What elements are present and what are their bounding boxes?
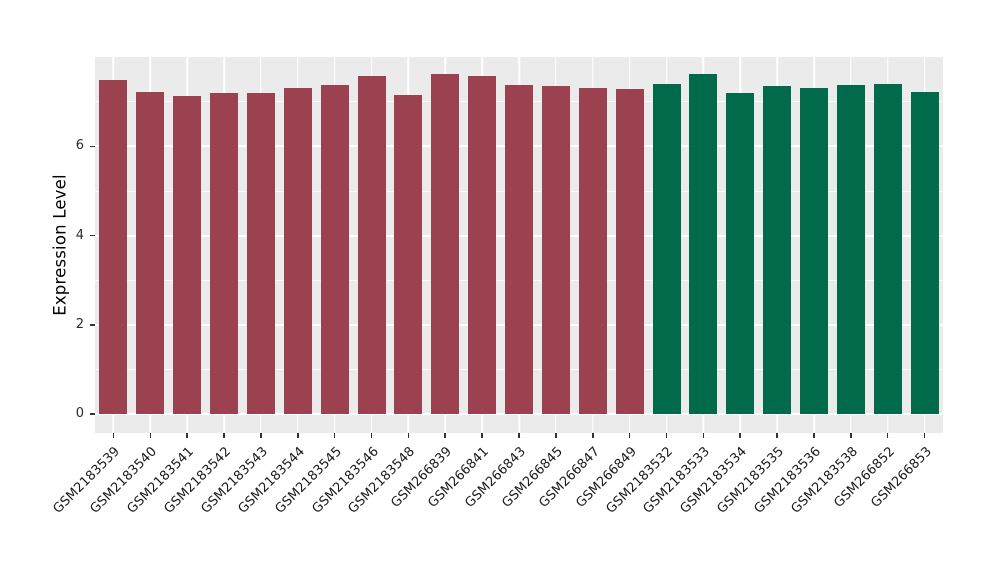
category-slot	[206, 57, 243, 433]
bar-GSM2183545	[320, 84, 349, 414]
category-slot	[833, 57, 870, 433]
x-tick	[112, 433, 115, 438]
category-slot	[611, 57, 648, 433]
bar-GSM2183542	[210, 92, 239, 414]
category-slot	[796, 57, 833, 433]
bar-GSM2183535	[763, 85, 792, 414]
category-slot	[538, 57, 575, 433]
x-tick	[333, 433, 336, 438]
bar-GSM2183544	[283, 87, 312, 414]
x-tick	[260, 433, 262, 438]
x-tick	[370, 433, 373, 438]
bar-GSM2183541	[173, 96, 202, 414]
bars-container	[95, 57, 943, 433]
bar-GSM2183536	[800, 87, 829, 414]
category-slot	[574, 57, 611, 433]
category-slot	[427, 57, 464, 433]
category-slot	[353, 57, 390, 433]
x-tick	[628, 433, 631, 438]
x-tick	[591, 433, 594, 438]
bar-GSM266839	[431, 73, 460, 414]
x-tick	[518, 433, 520, 438]
category-slot	[906, 57, 943, 433]
x-tick	[739, 433, 741, 438]
bar-GSM266845	[541, 86, 570, 414]
bar-GSM2183543	[246, 92, 275, 414]
category-slot	[279, 57, 316, 433]
x-tick	[223, 433, 225, 438]
y-tick	[90, 413, 95, 415]
bar-GSM2183534	[726, 92, 755, 414]
category-slot	[243, 57, 280, 433]
x-tick	[702, 433, 705, 438]
category-slot	[464, 57, 501, 433]
x-tick	[296, 433, 299, 438]
bar-GSM2183532	[652, 83, 681, 414]
category-slot	[169, 57, 206, 433]
x-tick	[850, 433, 852, 438]
bar-GSM2183540	[136, 92, 165, 414]
bar-GSM266841	[468, 75, 497, 414]
y-tick	[90, 234, 95, 237]
bar-GSM2183539	[99, 79, 128, 414]
bar-GSM266847	[578, 88, 607, 414]
x-tick	[776, 433, 778, 438]
bar-GSM2183533	[689, 73, 718, 414]
bar-GSM2183546	[357, 75, 386, 414]
category-slot	[95, 57, 132, 433]
category-slot	[759, 57, 796, 433]
y-axis-title: Expression Level	[50, 174, 70, 316]
bar-GSM2183538	[836, 85, 865, 414]
x-tick	[886, 433, 889, 438]
y-tick	[90, 324, 95, 326]
y-tick-label: 2	[75, 316, 84, 332]
category-slot	[501, 57, 538, 433]
category-slot	[316, 57, 353, 433]
bar-GSM266843	[505, 84, 534, 414]
bar-GSM2183548	[394, 95, 423, 414]
category-slot	[869, 57, 906, 433]
bar-GSM266853	[910, 92, 939, 414]
category-slot	[648, 57, 685, 433]
category-slot	[390, 57, 427, 433]
x-tick	[481, 433, 483, 438]
x-tick	[665, 433, 668, 438]
category-slot	[685, 57, 722, 433]
category-slot	[132, 57, 169, 433]
plot-panel	[95, 57, 943, 433]
x-tick	[444, 433, 447, 438]
x-tick	[407, 433, 410, 438]
bar-GSM266852	[873, 84, 902, 414]
x-tick	[923, 433, 926, 438]
y-tick-label: 0	[75, 406, 84, 421]
x-tick	[555, 433, 557, 438]
y-tick-label: 6	[75, 138, 84, 154]
y-tick	[90, 145, 95, 148]
bar-GSM266849	[615, 89, 644, 414]
x-tick	[149, 433, 152, 438]
category-slot	[722, 57, 759, 433]
y-tick-label: 4	[75, 227, 84, 243]
x-tick	[813, 433, 815, 438]
x-tick	[186, 433, 188, 438]
